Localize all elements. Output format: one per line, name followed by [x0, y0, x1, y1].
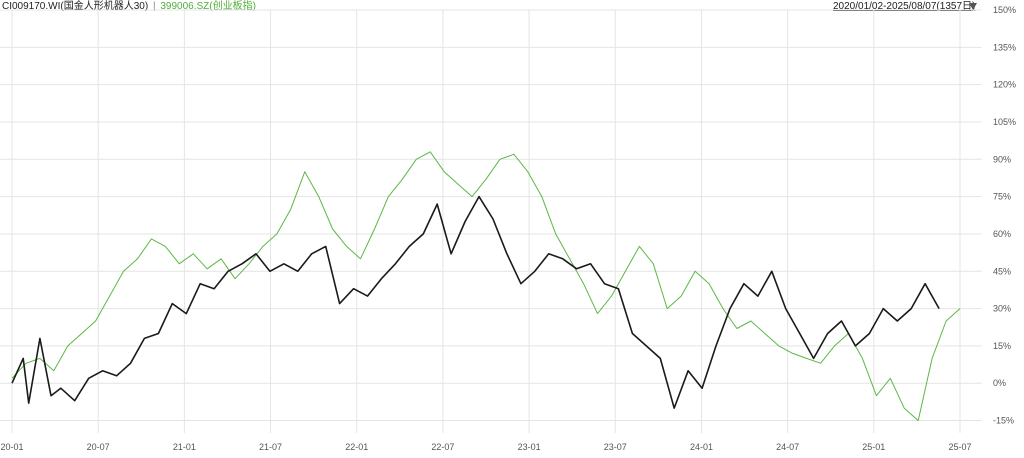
triangle-down-icon[interactable]	[969, 3, 977, 10]
y-tick-label: 90%	[993, 154, 1011, 164]
x-tick-label: 22-01	[345, 442, 368, 452]
legend-separator: |	[152, 1, 156, 12]
x-tick-label: 23-07	[604, 442, 627, 452]
chart-header: CI009170.WI(国金人形机器人30) | 399006.SZ(创业板指)…	[0, 0, 1024, 14]
y-tick-label: 15%	[993, 341, 1011, 351]
y-tick-label: 60%	[993, 229, 1011, 239]
y-tick-label: 120%	[993, 80, 1016, 90]
y-tick-label: 45%	[993, 266, 1011, 276]
x-tick-label: 22-07	[431, 442, 454, 452]
date-range-selector[interactable]: 2020/01/02-2025/08/07(1357日)	[833, 1, 976, 12]
x-tick-label: 20-07	[87, 442, 110, 452]
x-tick-label: 24-07	[776, 442, 799, 452]
y-tick-label: 150%	[993, 5, 1016, 15]
y-tick-label: 105%	[993, 117, 1016, 127]
x-tick-label: 23-01	[518, 442, 541, 452]
y-tick-label: 135%	[993, 42, 1016, 52]
legend-series1-label[interactable]: CI009170.WI(国金人形机器人30)	[2, 1, 149, 12]
x-tick-label: 25-01	[862, 442, 885, 452]
y-tick-label: -15%	[993, 416, 1014, 426]
x-tick-label: 21-07	[259, 442, 282, 452]
legend: CI009170.WI(国金人形机器人30) | 399006.SZ(创业板指)	[2, 0, 256, 13]
series2-line	[11, 151, 961, 422]
x-tick-label: 25-07	[948, 442, 971, 452]
legend-series2-label[interactable]: 399006.SZ(创业板指)	[160, 1, 256, 12]
y-tick-label: 0%	[993, 378, 1006, 388]
x-tick-label: 20-01	[0, 442, 23, 452]
y-tick-label: 30%	[993, 304, 1011, 314]
y-tick-label: 75%	[993, 192, 1011, 202]
x-tick-label: 24-01	[690, 442, 713, 452]
series1-line	[11, 195, 940, 409]
x-tick-label: 21-01	[173, 442, 196, 452]
